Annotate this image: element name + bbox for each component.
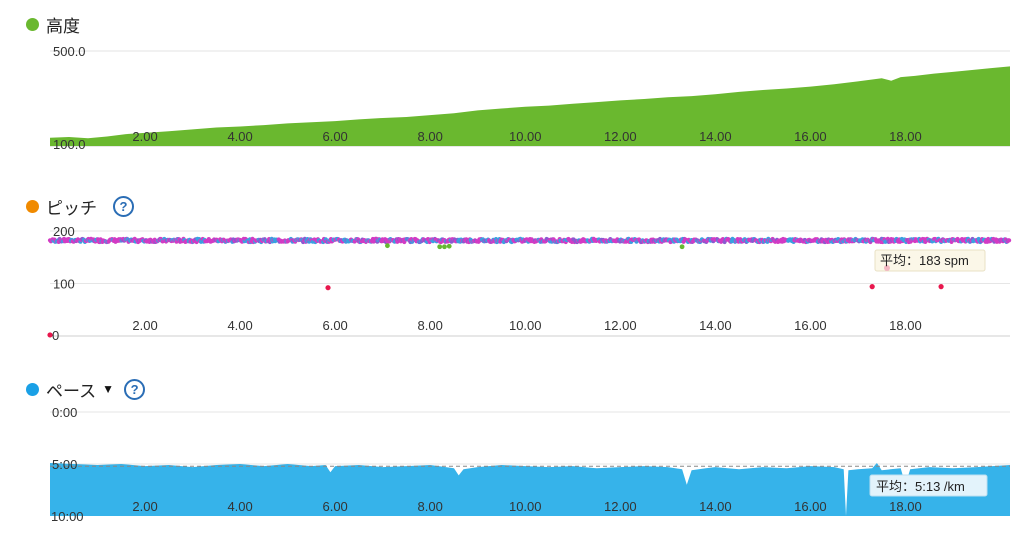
pace-title: ペース ▼ ? (26, 377, 146, 401)
pace-xtick-label: 12.00 (604, 499, 637, 514)
cadence-point (325, 285, 331, 291)
cadence-point (385, 243, 390, 249)
cadence-point (679, 244, 685, 250)
cadence-point (938, 284, 944, 290)
pace-xtick-label: 16.00 (794, 499, 827, 514)
cadence-point (47, 332, 53, 338)
altitude-xtick-label: 14.00 (699, 129, 732, 144)
pace-avg-label: 平均：5:13 /km (876, 479, 965, 494)
pace-chart[interactable]: 0:00 5:00 10:00 2.00 4.00 6.00 8.00 10.00 12.00 1… (0, 402, 1030, 532)
cadence-title: ピッチ ? (26, 194, 134, 218)
pace-xtick-label: 18.00 (889, 499, 922, 514)
cadence-point (442, 244, 447, 250)
cadence-legend-dot-icon (26, 199, 39, 213)
cadence-point (1007, 238, 1012, 243)
altitude-xtick-label: 12.00 (604, 129, 637, 144)
pace-avg-tooltip-box (869, 474, 988, 497)
cadence-point (446, 243, 452, 249)
pace-avg-tooltip: 平均：5:13 /km (869, 474, 988, 497)
pace-dropdown-chevron-down-icon[interactable]: ▼ (102, 382, 115, 396)
pace-legend-dot-icon (26, 382, 39, 396)
cadence-xtick-label: 8.00 (418, 318, 443, 333)
pace-xtick-label: 2.00 (132, 499, 157, 514)
pace-xtick-label: 10.00 (509, 499, 542, 514)
cadence-xtick-label: 2.00 (132, 318, 157, 333)
cadence-ytick-label: 0 (52, 328, 59, 343)
cadence-avg-marker (884, 265, 890, 271)
altitude-xtick-label: 16.00 (794, 129, 827, 144)
altitude-ytick-label: 100.0 (53, 137, 86, 152)
altitude-title: 高度 (26, 12, 80, 36)
altitude-chart[interactable]: 500.0 100.0 2.00 4.00 6.00 8.00 10.00 12.00 14.0… (0, 38, 1030, 198)
pace-ytick-label: 10:00 (51, 509, 84, 524)
altitude-ytick-label: 500.0 (53, 44, 86, 59)
cadence-ytick-label: 100 (53, 277, 75, 292)
cadence-avg-tooltip: 平均：183 spm (874, 249, 986, 272)
cadence-point (869, 284, 875, 290)
cadence-xtick-label: 10.00 (509, 318, 542, 333)
cadence-xtick-label: 16.00 (794, 318, 827, 333)
altitude-xtick-label: 2.00 (132, 129, 157, 144)
cadence-xtick-label: 4.00 (227, 318, 252, 333)
cadence-xtick-label: 6.00 (322, 318, 347, 333)
altitude-xtick-label: 10.00 (509, 129, 542, 144)
altitude-title-label: 高度 (46, 16, 80, 36)
altitude-xtick-label: 6.00 (322, 129, 347, 144)
pace-help-icon[interactable]: ? (124, 378, 146, 400)
pace-xtick-label: 14.00 (699, 499, 732, 514)
altitude-area (50, 66, 1010, 146)
cadence-ytick-label: 200 (53, 224, 75, 239)
pace-title-label: ペース (46, 381, 97, 401)
pace-xtick-label: 4.00 (227, 499, 252, 514)
pace-ytick-label: 0:00 (52, 405, 77, 420)
pace-xtick-label: 6.00 (322, 499, 347, 514)
pace-ytick-label: 5:00 (52, 457, 77, 472)
cadence-avg-tooltip-box (874, 249, 986, 272)
cadence-avg-label: 平均：183 spm (880, 253, 969, 268)
cadence-xtick-label: 18.00 (889, 318, 922, 333)
cadence-point (437, 244, 443, 250)
altitude-xtick-label: 4.00 (227, 129, 252, 144)
cadence-chart[interactable]: 200 100 0 2.00 4.00 6.00 8.00 10.00 12.00 14.00 16… (0, 218, 1030, 358)
cadence-xtick-label: 12.00 (604, 318, 637, 333)
pace-xtick-label: 8.00 (418, 499, 443, 514)
cadence-help-icon[interactable]: ? (113, 195, 134, 217)
pace-area (50, 463, 1010, 516)
cadence-title-label: ピッチ (46, 198, 97, 218)
altitude-legend-dot-icon (26, 17, 39, 31)
altitude-xtick-label: 18.00 (889, 129, 922, 144)
altitude-xtick-label: 8.00 (418, 129, 443, 144)
cadence-xtick-label: 14.00 (699, 318, 732, 333)
